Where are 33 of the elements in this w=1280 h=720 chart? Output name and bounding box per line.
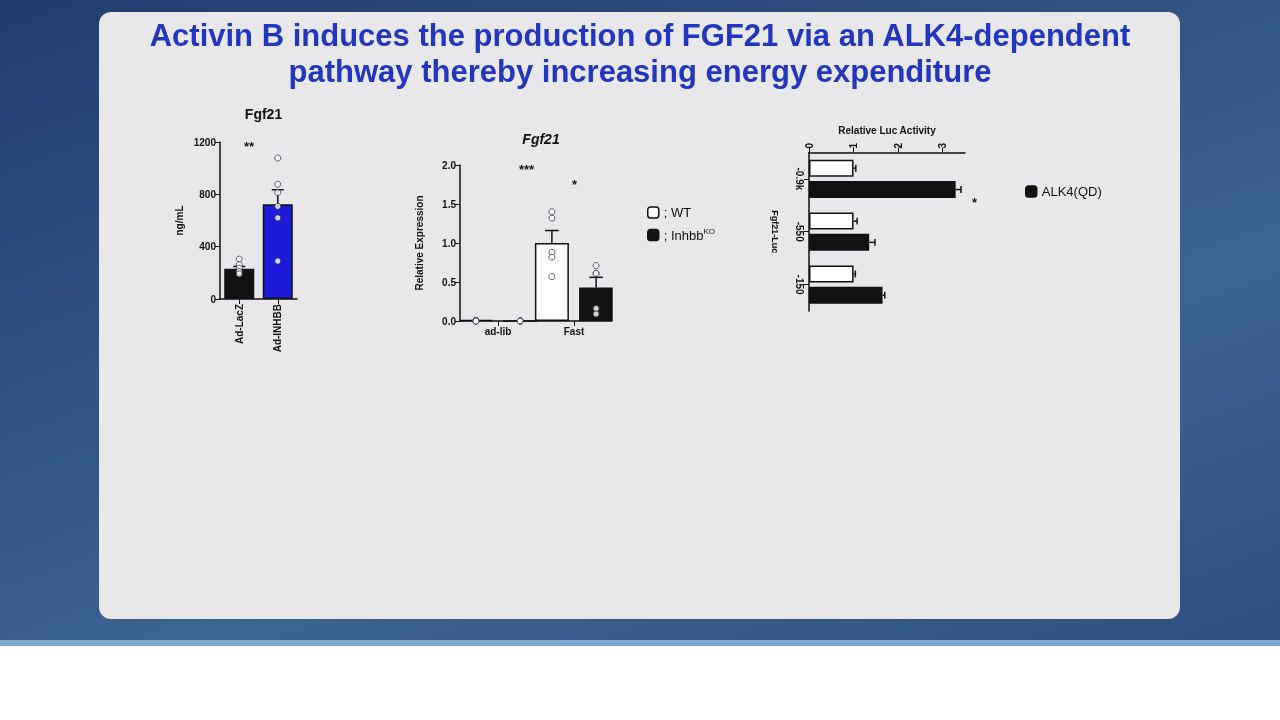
x-tick-label: 0 — [803, 142, 815, 149]
y-tick-label: 1.0 — [442, 237, 457, 249]
x-tick-label: 2 — [892, 142, 904, 149]
x-tick-label: 1 — [848, 142, 860, 149]
annotation: ** — [244, 139, 256, 154]
x-axis-title: Relative Luc Activity — [838, 124, 937, 136]
y-tick-label: 0.5 — [442, 276, 457, 288]
y-axis-title: ng/mL — [173, 205, 185, 236]
y-tick-label: 400 — [199, 241, 217, 253]
y-tick-label: -550 — [793, 221, 805, 243]
y-tick-label: -0.9k — [793, 167, 805, 191]
x-tick-label: ad-lib — [484, 325, 512, 337]
y-tick-label: 2.0 — [442, 159, 457, 171]
y-tick-label: 1.5 — [442, 198, 457, 210]
annotation: * — [572, 177, 578, 192]
text: * — [972, 195, 978, 210]
y-tick-label: 0.0 — [442, 315, 457, 327]
text: Activin B induces the production of FGF21 via an ALK4-dependent pathway thereby increasing energy expenditure — [148, 18, 1132, 90]
chart-subtitle: Fgf21 — [244, 106, 283, 122]
y-tick-label: 0 — [210, 293, 217, 305]
y-tick-label: -150 — [793, 274, 805, 296]
y-tick-label: 1200 — [193, 136, 217, 148]
legend-label: ALK4(QD) — [1041, 184, 1102, 199]
legend-label: ; WT — [663, 205, 692, 220]
x-tick-label: Ad-INHBB — [272, 304, 284, 353]
x-tick-label: Fast — [563, 325, 585, 337]
chart-title: Fgf21 — [522, 131, 560, 147]
x-tick-label: 3 — [937, 142, 949, 149]
y-tick-label: 800 — [199, 188, 217, 200]
annotation: *** — [519, 162, 536, 177]
y-axis-title: Relative Expression — [413, 195, 425, 291]
y-axis-title: Fgf21-Luc — [769, 210, 780, 254]
x-tick-label: Ad-LacZ — [233, 304, 245, 344]
